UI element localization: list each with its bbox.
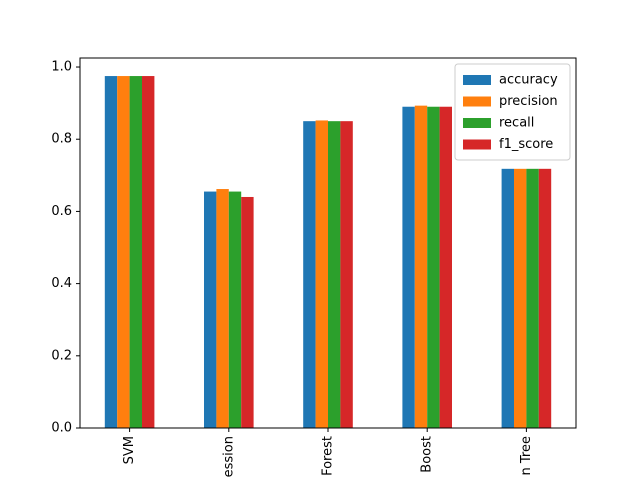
legend-swatch-f1_score xyxy=(463,139,491,150)
x-tick-label: n Tree xyxy=(519,436,534,475)
bar-precision-0 xyxy=(117,76,130,429)
bar-accuracy-3 xyxy=(402,106,415,429)
bar-precision-3 xyxy=(414,105,428,429)
legend-swatch-precision xyxy=(463,96,491,107)
bar-accuracy-1 xyxy=(204,191,217,428)
bar-recall-1 xyxy=(228,191,242,428)
bar-f1_score-4 xyxy=(538,168,552,428)
legend: accuracy precision recall f1_score xyxy=(454,63,571,161)
bar-accuracy-4 xyxy=(501,168,514,428)
bar-recall-0 xyxy=(129,76,142,429)
bars-group xyxy=(104,76,552,429)
x-tick-label: Forest xyxy=(321,436,336,476)
bar-f1_score-2 xyxy=(340,121,353,429)
bar-f1_score-3 xyxy=(439,106,452,429)
x-axis: SVM ession Forest Boost n Tree xyxy=(122,428,534,477)
y-tick-label: 0.2 xyxy=(51,348,72,363)
legend-swatch-accuracy xyxy=(463,75,491,85)
bar-precision-1 xyxy=(216,189,229,428)
bar-recall-3 xyxy=(427,106,440,429)
bar-accuracy-2 xyxy=(303,121,316,429)
legend-label-f1_score: f1_score xyxy=(499,137,553,152)
x-tick-label: SVM xyxy=(122,436,137,464)
y-tick-label: 0.0 xyxy=(51,421,72,436)
legend-swatch-recall xyxy=(463,118,491,128)
bar-recall-2 xyxy=(328,121,341,429)
x-tick-label: Boost xyxy=(420,436,435,473)
y-tick-label: 0.8 xyxy=(51,132,72,147)
bar-recall-4 xyxy=(526,168,539,428)
legend-label-precision: precision xyxy=(499,94,558,109)
bar-accuracy-0 xyxy=(104,76,118,429)
bar-precision-2 xyxy=(315,120,328,428)
legend-label-recall: recall xyxy=(499,116,534,131)
y-tick-label: 0.6 xyxy=(51,204,72,219)
y-tick-label: 1.0 xyxy=(51,60,72,75)
legend-label-accuracy: accuracy xyxy=(499,73,558,88)
bar-f1_score-1 xyxy=(241,196,254,428)
bar-precision-4 xyxy=(514,168,527,428)
y-axis: 0.0 0.2 0.4 0.6 0.8 1.0 xyxy=(51,60,80,436)
y-tick-label: 0.4 xyxy=(51,276,72,291)
legend-box xyxy=(454,63,571,161)
bar-f1_score-0 xyxy=(142,76,155,429)
x-tick-label: ession xyxy=(221,436,236,477)
